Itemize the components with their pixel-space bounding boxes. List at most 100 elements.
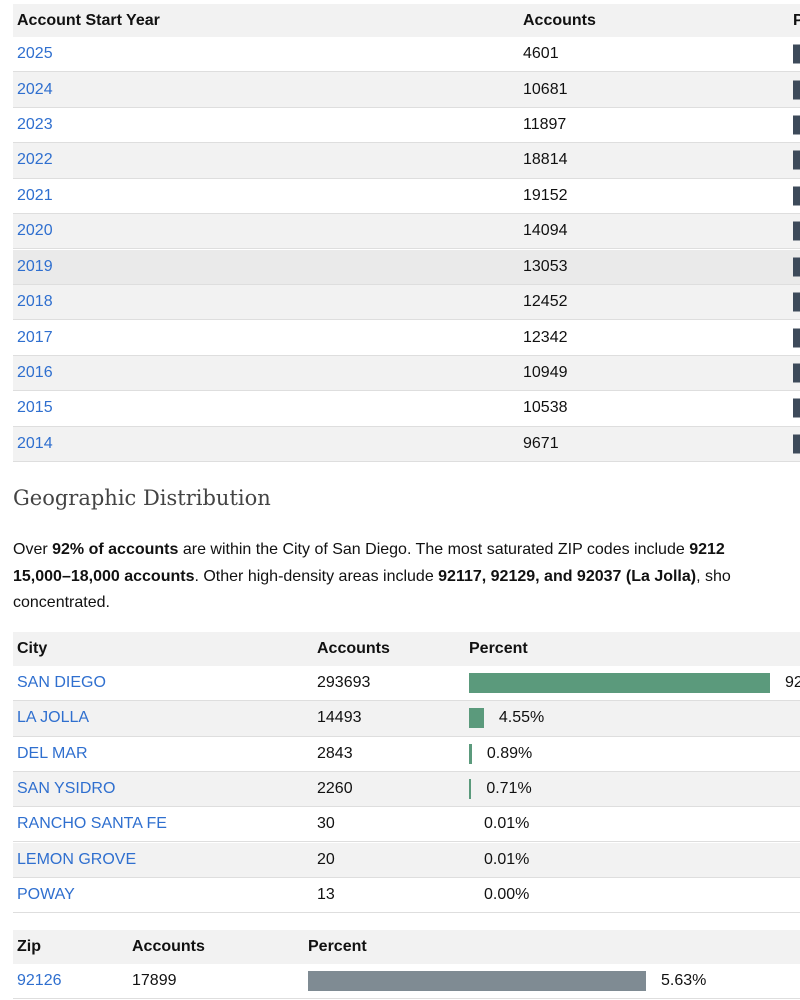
table-row: DEL MAR 2843 0.89% <box>13 737 800 772</box>
percent-label: 4.55% <box>498 709 545 727</box>
year-table: Account Start Year Accounts P 2025 4601 2024 1… <box>13 4 800 462</box>
cell-text: 10949 <box>523 363 568 381</box>
table-row: SAN YSIDRO 2260 0.71% <box>13 771 800 808</box>
link[interactable]: 2023 <box>17 116 53 134</box>
link[interactable]: 2022 <box>17 151 53 169</box>
header-row: City Accounts Percent <box>13 632 800 666</box>
cell-text: 20 <box>317 850 335 868</box>
table-row: 2020 14094 <box>13 214 800 250</box>
column-header: Accounts <box>132 938 205 955</box>
column-header: City <box>17 640 48 657</box>
paragraph-line: concentrated. <box>13 590 800 617</box>
table-row: RANCHO SANTA FE 30 0.01% <box>13 807 800 843</box>
column-header: Zip <box>17 938 41 955</box>
bold-text: 92117, 92129, and 92037 (La Jolla) <box>438 567 697 585</box>
cell-text: 4601 <box>523 45 559 63</box>
bar-stub <box>793 434 800 454</box>
link[interactable]: 2014 <box>17 434 53 452</box>
bar-stub <box>793 150 800 170</box>
percent-bar <box>469 673 770 694</box>
cell-text: 9671 <box>523 434 559 452</box>
link[interactable]: 2020 <box>17 222 53 240</box>
table-row: 2017 12342 <box>13 320 800 356</box>
table-row: LA JOLLA 14493 4.55% <box>13 701 800 737</box>
header-row: Account Start Year Accounts P <box>13 4 800 37</box>
bold-text: 9212 <box>689 541 725 558</box>
link[interactable]: 2021 <box>17 186 53 204</box>
bar-stub <box>793 257 800 277</box>
cell-text: 14094 <box>523 222 568 240</box>
paragraph-line: Over 92% of accounts are within the City… <box>13 537 800 564</box>
table-row: LEMON GROVE 20 0.01% <box>13 842 800 878</box>
percent-label: 0.71% <box>486 780 532 798</box>
bold-text: 15,000–18,000 accounts <box>13 567 195 585</box>
link[interactable]: 2018 <box>17 293 53 311</box>
city-table: City Accounts Percent SAN DIEGO 293693 92 LA J… <box>13 632 800 914</box>
table-row: 2014 9671 <box>13 426 800 462</box>
table-row: 92126 17899 5.63% <box>13 964 800 999</box>
link[interactable]: 2019 <box>17 257 53 275</box>
link[interactable]: LEMON GROVE <box>17 850 137 868</box>
percent-label: 0.89% <box>486 744 533 762</box>
cell-text: 19152 <box>523 186 568 204</box>
link[interactable]: POWAY <box>17 885 75 903</box>
link[interactable]: RANCHO SANTA FE <box>17 815 167 833</box>
text: are within the City of San Diego. The mo… <box>178 541 690 558</box>
cell-text: 11897 <box>523 116 567 134</box>
bar-stub <box>793 363 800 383</box>
link[interactable]: DEL MAR <box>17 744 88 762</box>
bar-stub <box>793 292 800 312</box>
cell-text: 2843 <box>317 744 353 762</box>
percent-label: 0.01% <box>484 815 530 833</box>
link[interactable]: 2015 <box>17 399 53 417</box>
percent-bar <box>469 779 472 800</box>
link[interactable]: SAN YSIDRO <box>17 780 116 798</box>
table-row: 2021 19152 <box>13 179 800 215</box>
bar-stub <box>793 398 800 418</box>
cell-text: 10681 <box>523 80 568 98</box>
link[interactable]: 2017 <box>17 328 53 346</box>
bold-text: 92% of accounts <box>52 541 179 558</box>
table-row: SAN DIEGO 293693 92 <box>13 666 800 702</box>
table-row: 2023 11897 <box>13 108 800 144</box>
cell-text: 17899 <box>132 972 177 989</box>
link[interactable]: 2024 <box>17 80 53 98</box>
cell-text: 14493 <box>317 709 362 727</box>
cell-text: 12452 <box>523 293 568 311</box>
link[interactable]: 2025 <box>17 45 53 63</box>
link[interactable]: SAN DIEGO <box>17 674 106 692</box>
text: concentrated. <box>13 594 110 611</box>
bar-stub <box>793 221 800 241</box>
link[interactable]: LA JOLLA <box>17 709 90 727</box>
table-row: 2024 10681 <box>13 72 800 108</box>
bar-stub <box>793 328 800 348</box>
percent-label: 0.01% <box>484 850 530 868</box>
header-row: Zip Accounts Percent <box>13 930 800 964</box>
table-row: POWAY 13 0.00% <box>13 878 800 914</box>
percent-bar <box>308 971 646 991</box>
bar-stub <box>793 44 800 64</box>
column-header: Accounts <box>523 11 596 29</box>
percent-label: 92 <box>785 674 800 692</box>
column-header: Percent <box>308 938 367 955</box>
paragraph: Over 92% of accounts are within the City… <box>13 537 800 617</box>
cell-text: 13 <box>317 885 335 903</box>
table-row: 2019 13053 <box>13 249 800 285</box>
text: . Other high-density areas include <box>194 567 439 585</box>
cell-text: 2260 <box>317 780 353 798</box>
link[interactable]: 2016 <box>17 363 53 381</box>
percent-bar <box>469 708 484 729</box>
cell-text: 18814 <box>523 151 568 169</box>
cell-text: 10538 <box>523 399 568 417</box>
percent-label: 0.00% <box>484 885 530 903</box>
table-row: 2018 12452 <box>13 284 800 321</box>
table-row: 2022 18814 <box>13 143 800 179</box>
cell-text: 293693 <box>317 674 371 692</box>
text: , sho <box>696 567 731 585</box>
zip-table: Zip Accounts Percent 92126 17899 5.63% <box>13 930 800 1000</box>
link[interactable]: 92126 <box>17 972 62 989</box>
paragraph-line: 15,000–18,000 accounts. Other high-densi… <box>13 564 800 591</box>
bar-stub <box>793 186 800 206</box>
section-title: Geographic Distribution <box>13 486 271 510</box>
